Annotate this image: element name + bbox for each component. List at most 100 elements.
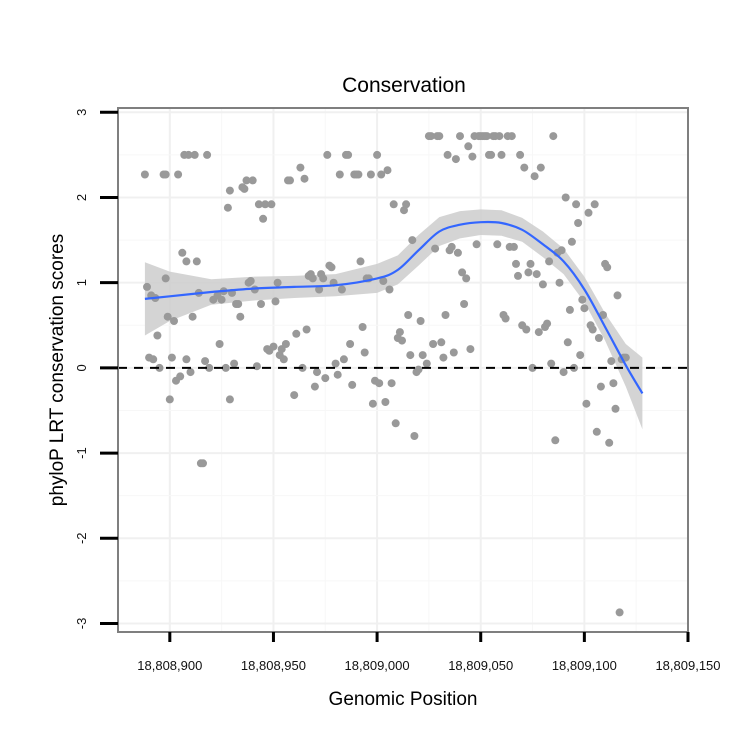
data-point — [184, 150, 193, 159]
data-point — [203, 150, 212, 159]
data-point — [464, 142, 473, 151]
data-point — [360, 348, 369, 357]
data-point — [354, 170, 363, 179]
y-tick-label: 3 — [74, 109, 89, 116]
data-point — [188, 312, 197, 321]
data-point — [286, 176, 294, 185]
data-point — [443, 150, 452, 159]
data-point — [381, 398, 390, 406]
data-point — [315, 285, 324, 294]
data-point — [261, 200, 270, 209]
data-point — [223, 203, 232, 212]
data-point — [435, 132, 444, 141]
data-point — [377, 170, 386, 179]
data-point — [178, 248, 187, 257]
data-point — [404, 311, 413, 319]
data-point — [545, 257, 554, 266]
data-point — [375, 379, 384, 388]
data-point — [522, 325, 531, 334]
data-point — [414, 365, 423, 374]
data-point — [588, 325, 597, 334]
data-point — [447, 242, 456, 251]
data-point — [356, 257, 365, 266]
data-point — [528, 363, 537, 372]
data-point — [344, 150, 353, 159]
data-point — [391, 419, 400, 428]
data-point — [439, 353, 448, 362]
data-point — [140, 170, 149, 179]
data-point — [590, 200, 599, 209]
data-point — [530, 172, 539, 181]
x-tick-label: 18,808,900 — [137, 658, 202, 673]
data-point — [437, 338, 446, 347]
data-point — [501, 314, 510, 323]
data-point — [199, 459, 207, 468]
data-point — [460, 300, 469, 308]
data-point — [466, 345, 475, 354]
data-point — [225, 186, 234, 195]
data-point — [366, 170, 375, 179]
data-point — [279, 355, 288, 364]
data-point — [456, 132, 464, 141]
data-point — [605, 438, 614, 447]
data-point — [429, 340, 438, 348]
x-tick-label: 18,809,100 — [552, 658, 617, 673]
data-point — [613, 291, 622, 300]
data-point — [292, 329, 301, 338]
data-point — [310, 382, 319, 391]
y-tick-label: 0 — [74, 364, 89, 371]
data-point — [242, 176, 251, 185]
data-point — [422, 359, 431, 368]
data-point — [468, 152, 477, 161]
data-point — [167, 353, 176, 362]
data-point — [240, 184, 249, 193]
data-point — [458, 268, 467, 277]
data-point — [358, 323, 367, 331]
data-point — [165, 395, 174, 404]
data-point — [190, 150, 199, 159]
data-point — [576, 351, 585, 360]
data-point — [592, 427, 601, 436]
data-point — [215, 340, 224, 348]
data-point — [333, 370, 342, 379]
data-point — [406, 351, 415, 360]
data-point — [410, 432, 419, 440]
data-point — [387, 379, 396, 388]
data-point — [472, 240, 481, 249]
data-point — [248, 176, 257, 185]
data-point — [368, 399, 377, 408]
data-point — [348, 380, 357, 389]
data-point — [308, 274, 317, 283]
x-tick-label: 18,809,000 — [345, 658, 410, 673]
data-point — [319, 274, 328, 283]
data-point — [534, 328, 543, 337]
data-point — [254, 200, 263, 209]
data-point — [236, 312, 245, 321]
data-point — [259, 214, 268, 223]
data-point — [389, 200, 398, 209]
data-point — [300, 174, 309, 183]
data-point — [323, 150, 332, 159]
data-point — [176, 372, 185, 381]
y-tick-label: -1 — [74, 447, 89, 459]
data-point — [379, 277, 388, 285]
data-point — [594, 334, 603, 342]
panel-border — [117, 107, 689, 633]
data-point — [524, 268, 533, 277]
data-point — [271, 297, 280, 306]
data-point — [580, 304, 589, 313]
data-point — [559, 368, 568, 377]
data-point — [335, 170, 344, 179]
data-point — [578, 295, 587, 304]
data-point — [543, 319, 552, 328]
data-point — [520, 163, 529, 172]
data-point — [321, 374, 330, 383]
data-point — [201, 357, 210, 366]
data-point — [225, 395, 234, 404]
data-point — [509, 242, 518, 251]
data-point — [273, 278, 282, 287]
data-point — [331, 359, 340, 368]
data-point — [161, 274, 170, 283]
data-point — [170, 317, 178, 325]
data-point — [327, 263, 336, 272]
